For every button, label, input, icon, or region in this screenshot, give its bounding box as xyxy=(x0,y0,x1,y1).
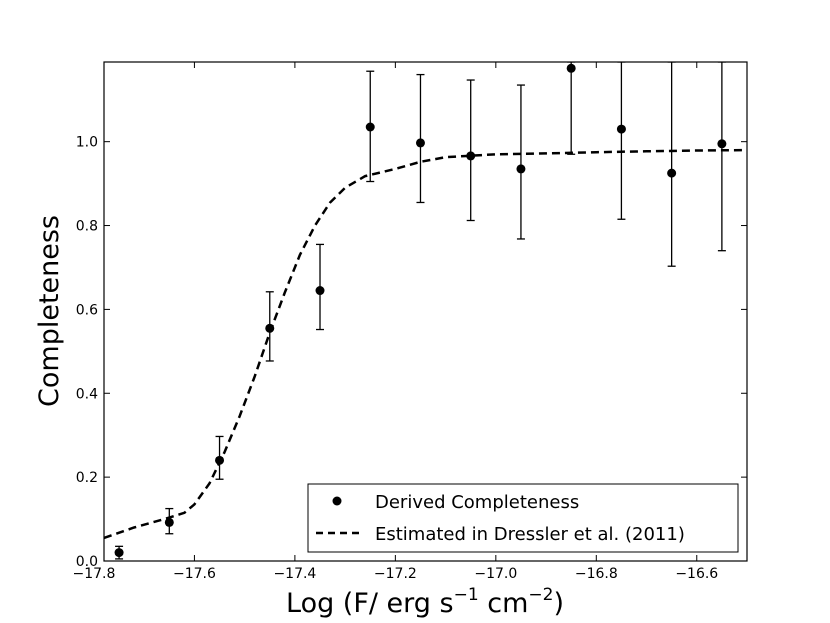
legend-label-derived: Derived Completeness xyxy=(375,492,579,513)
error-bar xyxy=(617,62,626,220)
x-axis-label-unit: cm xyxy=(479,588,529,619)
dressler-curve-layer xyxy=(104,148,747,540)
error-bar xyxy=(516,84,525,240)
x-axis-label: Log (F/ erg s−1 cm−2) xyxy=(286,585,564,619)
error-bar xyxy=(567,62,576,155)
x-tick-label: −16.8 xyxy=(575,566,618,582)
data-point xyxy=(616,124,626,134)
y-tick-label: 0.0 xyxy=(76,554,98,570)
error-bar xyxy=(717,62,726,252)
x-tick-label: −17.6 xyxy=(173,566,216,582)
data-point xyxy=(566,63,576,73)
y-tick-label: 1.0 xyxy=(76,135,98,151)
legend-marker-derived xyxy=(332,496,342,506)
data-point xyxy=(215,455,225,465)
data-point-layer xyxy=(114,63,727,558)
data-point xyxy=(415,138,425,148)
x-tick-label: −16.6 xyxy=(675,566,718,582)
data-point xyxy=(265,323,275,333)
legend-label-dressler: Estimated in Dressler et al. (2011) xyxy=(375,524,685,545)
x-tick-label: −17.4 xyxy=(273,566,316,582)
x-tick-label: −17.8 xyxy=(73,566,116,582)
data-point xyxy=(516,164,526,174)
x-tick-label: −17.0 xyxy=(474,566,517,582)
x-tick-label: −17.2 xyxy=(374,566,417,582)
x-axis-label-exp1: −1 xyxy=(454,585,479,605)
data-point xyxy=(164,517,174,527)
data-point xyxy=(365,122,375,132)
x-axis-label-main: Log (F/ erg s xyxy=(286,588,454,619)
x-tick-layer: −17.8 −17.6 −17.4 −17.2 −17.0 −16.8 −16.6 xyxy=(73,62,718,582)
y-tick-label: 0.4 xyxy=(76,386,98,402)
error-bar xyxy=(667,62,676,267)
plot-frame xyxy=(103,61,748,562)
y-axis-label: Completeness xyxy=(34,215,65,407)
legend: Derived Completeness Estimated in Dressl… xyxy=(307,483,739,553)
x-axis-label-exp2: −2 xyxy=(528,585,553,605)
y-tick-label: 0.6 xyxy=(76,302,98,318)
data-point xyxy=(667,168,677,178)
y-tick-label: 0.2 xyxy=(76,470,98,486)
data-point xyxy=(466,151,476,161)
legend-box xyxy=(307,483,739,553)
data-point xyxy=(717,139,727,149)
y-tick-layer: 0.0 0.2 0.4 0.6 0.8 1.0 xyxy=(76,135,747,570)
x-axis-label-close: ) xyxy=(553,588,564,619)
error-bar xyxy=(466,79,475,222)
data-point xyxy=(315,286,325,296)
data-point xyxy=(114,548,124,558)
dressler-curve xyxy=(104,148,747,540)
y-tick-label: 0.8 xyxy=(76,219,98,235)
